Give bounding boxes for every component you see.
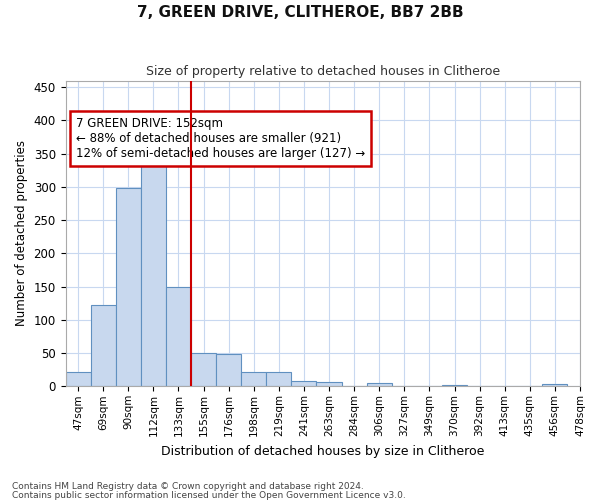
Bar (316, 382, 341, 386)
Title: Size of property relative to detached houses in Clitheroe: Size of property relative to detached ho… (146, 65, 500, 78)
Bar (166, 286, 191, 386)
X-axis label: Distribution of detached houses by size in Clitheroe: Distribution of detached houses by size … (161, 444, 484, 458)
Bar (116, 188, 141, 386)
Text: Contains HM Land Registry data © Crown copyright and database right 2024.: Contains HM Land Registry data © Crown c… (12, 482, 364, 491)
Bar (442, 385, 467, 386)
Bar (216, 354, 241, 386)
Bar (241, 372, 266, 386)
Y-axis label: Number of detached properties: Number of detached properties (15, 140, 28, 326)
Bar (292, 381, 316, 386)
Bar (91, 306, 116, 386)
Text: Contains public sector information licensed under the Open Government Licence v3: Contains public sector information licen… (12, 490, 406, 500)
Text: 7, GREEN DRIVE, CLITHEROE, BB7 2BB: 7, GREEN DRIVE, CLITHEROE, BB7 2BB (137, 5, 463, 20)
Bar (191, 353, 216, 386)
Bar (65, 372, 91, 386)
Bar (141, 152, 166, 386)
Text: 7 GREEN DRIVE: 152sqm
← 88% of detached houses are smaller (921)
12% of semi-det: 7 GREEN DRIVE: 152sqm ← 88% of detached … (76, 118, 365, 160)
Bar (266, 372, 292, 386)
Bar (367, 383, 392, 386)
Bar (542, 384, 568, 386)
